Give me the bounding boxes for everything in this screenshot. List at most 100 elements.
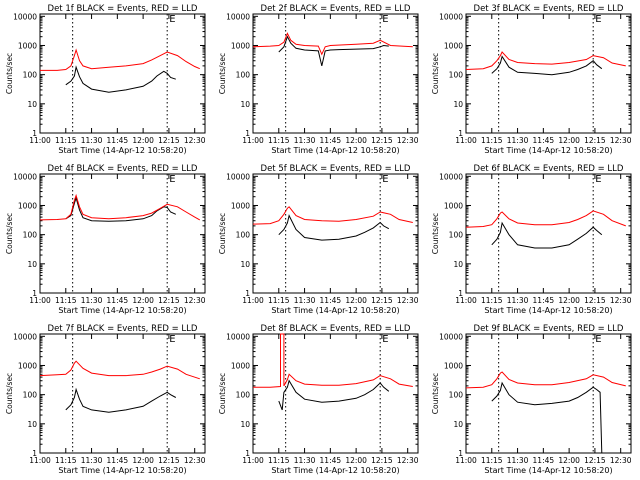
y-tick-label: 100 [449, 71, 464, 80]
y-tick-label: 1000 [444, 201, 463, 210]
y-tick-label: 1 [32, 449, 37, 458]
plot-frame [252, 173, 419, 294]
event-marker-label: E [169, 14, 175, 25]
plot-frame [252, 13, 419, 134]
plot-frame [465, 333, 632, 454]
events-series-line [278, 214, 390, 241]
y-tick-label: 10000 [226, 172, 250, 181]
y-tick-label: 10000 [13, 172, 37, 181]
y-tick-label: 1 [32, 289, 37, 298]
y-tick-label: 1000 [231, 41, 250, 50]
x-tick-label: 12:00 [558, 136, 580, 145]
x-tick-label: 12:00 [132, 136, 154, 145]
y-tick-label: 10000 [226, 12, 250, 21]
x-tick-label: 11:15 [55, 296, 77, 305]
y-tick-label: 1000 [444, 361, 463, 370]
x-tick-label: 12:15 [158, 456, 180, 465]
x-tick-label: 11:15 [268, 136, 290, 145]
lld-series-line [465, 210, 626, 228]
y-tick-label: 100 [449, 391, 464, 400]
panel-title: Det 5f BLACK = Events, RED = LLD [261, 164, 411, 174]
x-axis-label: Start Time (14-Apr-12 10:58:20) [58, 466, 186, 475]
lld-series-line [252, 32, 413, 56]
x-tick-label: 12:15 [584, 296, 606, 305]
events-series-line [491, 381, 604, 454]
plot-frame [39, 13, 206, 134]
y-tick-label: 10 [27, 100, 37, 109]
lld-series-line [39, 193, 201, 221]
x-tick-label: 11:30 [294, 136, 316, 145]
x-axis-label: Start Time (14-Apr-12 10:58:20) [58, 306, 186, 315]
panel-8: Det 8f BLACK = Events, RED = LLD 1 10 100 10… [218, 324, 419, 475]
y-tick-label: 10000 [226, 332, 250, 341]
lld-series-line [465, 51, 626, 70]
y-axis-label: Counts/sec [5, 213, 14, 254]
events-series-line [278, 379, 390, 411]
y-tick-label: 1 [458, 289, 463, 298]
x-tick-label: 11:45 [320, 296, 342, 305]
y-tick-label: 10 [27, 420, 37, 429]
x-tick-label: 11:15 [481, 456, 503, 465]
y-tick-label: 100 [236, 71, 251, 80]
x-tick-label: 11:30 [81, 456, 103, 465]
x-tick-label: 12:30 [184, 456, 206, 465]
x-tick-label: 11:30 [294, 456, 316, 465]
x-tick-label: 12:15 [158, 136, 180, 145]
x-tick-label: 11:15 [481, 296, 503, 305]
events-series-line [65, 196, 177, 222]
x-tick-label: 11:45 [107, 456, 129, 465]
panel-6: Det 6f BLACK = Events, RED = LLD 1 10 100 10… [431, 164, 632, 315]
x-axis-label: Start Time (14-Apr-12 10:58:20) [484, 466, 612, 475]
y-tick-label: 10 [240, 100, 250, 109]
panel-title: Det 6f BLACK = Events, RED = LLD [474, 164, 624, 174]
event-marker-label: E [382, 334, 388, 345]
y-tick-label: 10000 [439, 12, 463, 21]
panel-4: Det 4f BLACK = Events, RED = LLD 1 10 100 10… [5, 164, 206, 315]
x-tick-label: 12:30 [184, 296, 206, 305]
events-series-line [491, 221, 603, 249]
y-tick-label: 10 [240, 420, 250, 429]
y-tick-label: 10 [27, 260, 37, 269]
y-tick-label: 1000 [231, 361, 250, 370]
x-tick-label: 11:00 [455, 136, 477, 145]
x-tick-label: 11:45 [320, 456, 342, 465]
y-tick-label: 100 [23, 391, 38, 400]
event-marker-label: E [382, 174, 388, 185]
x-tick-label: 12:00 [558, 456, 580, 465]
y-tick-label: 1 [458, 129, 463, 138]
y-axis-label: Counts/sec [218, 373, 227, 414]
x-axis-label: Start Time (14-Apr-12 10:58:20) [484, 306, 612, 315]
x-tick-label: 12:00 [345, 456, 367, 465]
x-tick-label: 11:15 [55, 456, 77, 465]
x-tick-label: 11:15 [268, 296, 290, 305]
x-tick-label: 11:00 [242, 136, 264, 145]
x-tick-label: 12:15 [584, 136, 606, 145]
y-tick-label: 10 [453, 260, 463, 269]
x-tick-label: 12:00 [132, 296, 154, 305]
x-tick-label: 11:15 [55, 136, 77, 145]
plot-frame [465, 13, 632, 134]
y-tick-label: 1 [458, 449, 463, 458]
x-tick-label: 12:30 [610, 296, 632, 305]
x-tick-label: 12:30 [397, 296, 419, 305]
x-tick-label: 11:15 [268, 456, 290, 465]
panel-title: Det 4f BLACK = Events, RED = LLD [48, 164, 198, 174]
x-tick-label: 11:45 [533, 136, 555, 145]
events-series-line [278, 35, 389, 67]
x-tick-label: 11:30 [507, 296, 529, 305]
panel-3: Det 3f BLACK = Events, RED = LLD 1 10 100 10… [431, 4, 632, 155]
y-tick-label: 1000 [18, 201, 37, 210]
panel-title: Det 1f BLACK = Events, RED = LLD [48, 4, 198, 14]
y-tick-label: 1000 [18, 361, 37, 370]
x-tick-label: 12:00 [345, 296, 367, 305]
x-tick-label: 12:30 [184, 136, 206, 145]
x-axis-label: Start Time (14-Apr-12 10:58:20) [484, 146, 612, 155]
event-marker-label: E [595, 334, 601, 345]
y-tick-label: 100 [449, 231, 464, 240]
x-axis-label: Start Time (14-Apr-12 10:58:20) [271, 146, 399, 155]
x-tick-label: 11:45 [107, 136, 129, 145]
x-tick-label: 12:30 [610, 456, 632, 465]
x-tick-label: 11:45 [320, 136, 342, 145]
lld-series-line [252, 206, 413, 225]
y-tick-label: 1 [245, 129, 250, 138]
